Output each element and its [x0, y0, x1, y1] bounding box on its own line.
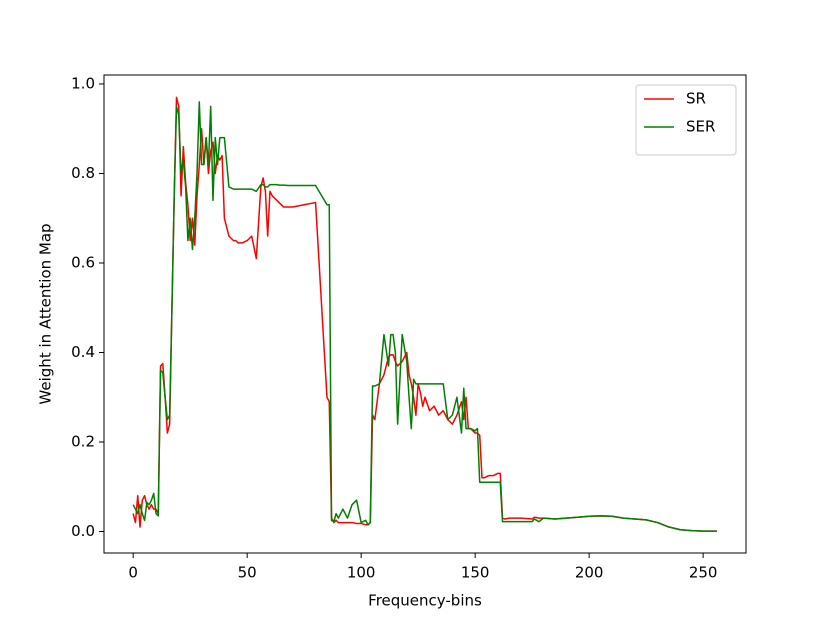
x-tick-label: 100: [347, 564, 376, 582]
plot-frame: [103, 74, 747, 554]
x-tick-label: 0: [128, 564, 138, 582]
x-tick-label: 200: [575, 564, 604, 582]
legend-box: [635, 84, 737, 156]
x-tick-label: 250: [689, 564, 718, 582]
y-axis-label: Weight in Attention Map: [37, 223, 55, 404]
y-tick-label: 0.6: [71, 253, 95, 271]
y-tick-label: 0.4: [71, 343, 95, 361]
line-series: [132, 101, 717, 532]
legend-label: SER: [686, 118, 715, 136]
x-tick-label: 150: [461, 564, 490, 582]
line-series: [132, 96, 717, 532]
y-tick-label: 0.8: [71, 164, 95, 182]
x-tick-label: 50: [238, 564, 257, 582]
y-tick-label: 1.0: [71, 74, 95, 92]
legend-label: SR: [686, 90, 706, 108]
y-tick-label: 0.2: [71, 433, 95, 451]
x-axis-label: Frequency-bins: [368, 592, 482, 610]
y-tick-label: 0.0: [71, 522, 95, 540]
